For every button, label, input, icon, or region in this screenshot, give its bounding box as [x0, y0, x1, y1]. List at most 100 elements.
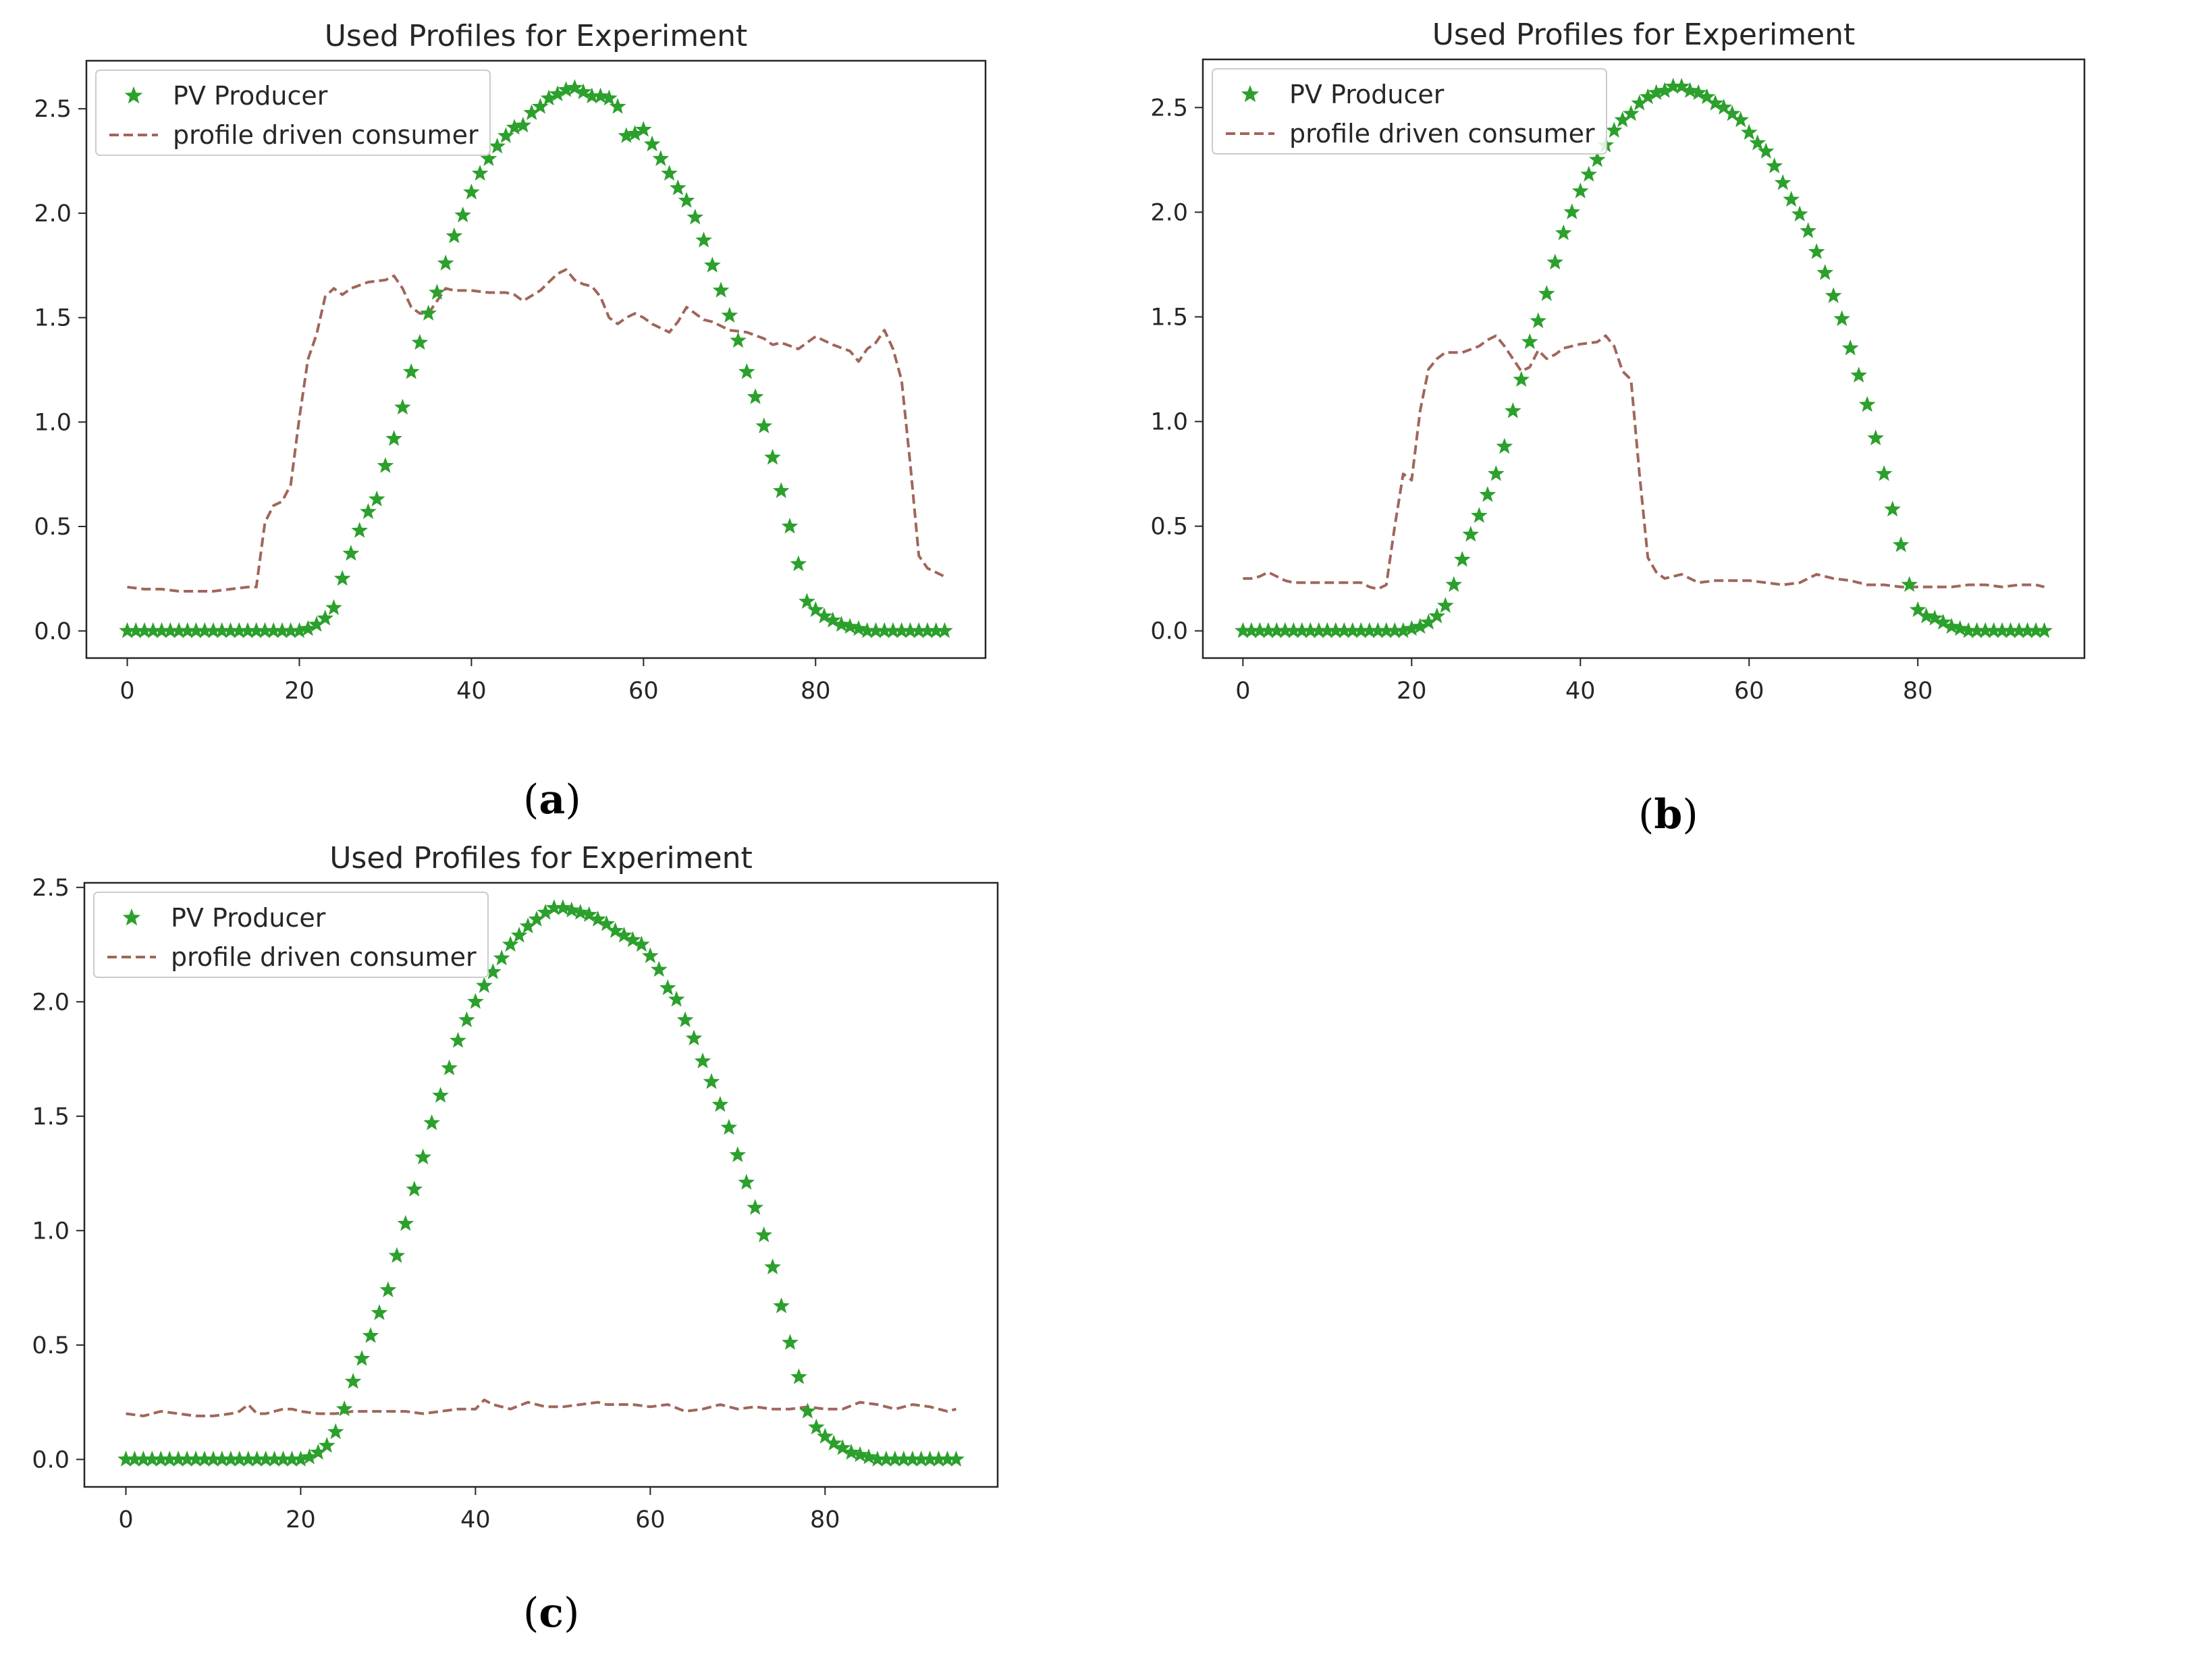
pv-point: [344, 1373, 362, 1389]
y-tick-label: 1.5: [32, 1104, 70, 1131]
pv-point: [886, 1450, 904, 1467]
pv-point: [1656, 82, 1673, 98]
y-tick-label: 1.5: [34, 305, 72, 332]
pv-point: [170, 622, 188, 638]
pv-point: [799, 593, 815, 609]
plot-frame: [85, 59, 987, 659]
pv-point: [117, 1450, 134, 1467]
pv-point: [816, 1427, 834, 1444]
pv-point: [230, 622, 248, 638]
y-tick-label: 2.0: [32, 989, 70, 1016]
pv-point: [169, 1450, 187, 1467]
pv-point: [1926, 609, 1943, 626]
pv-point: [824, 611, 842, 628]
x-tick-label: 60: [1734, 678, 1764, 705]
pv-point: [764, 448, 781, 465]
pv-point: [1808, 243, 1825, 259]
pv-point: [257, 622, 273, 638]
pv-point: [257, 1450, 274, 1467]
pv-point: [502, 935, 519, 952]
pv-point: [1715, 99, 1733, 115]
pv-point: [851, 1446, 869, 1463]
pv-point: [1235, 622, 1251, 638]
pv-point: [670, 179, 686, 196]
pv-point: [773, 1297, 790, 1313]
pv-point: [574, 83, 592, 99]
pv-series-markers: [119, 79, 953, 638]
pv-point: [528, 910, 545, 927]
pv-point: [368, 490, 385, 507]
pv-point: [833, 616, 850, 632]
pv-point: [1513, 371, 1530, 387]
pv-peak-marker: [566, 79, 583, 95]
pv-point: [1268, 622, 1285, 638]
pv-point: [904, 1450, 921, 1467]
legend-box: [1212, 68, 1607, 155]
pv-point: [936, 622, 953, 638]
pv-point: [1749, 134, 1766, 151]
x-tick-label: 20: [284, 678, 315, 705]
pv-point: [930, 1450, 947, 1467]
pv-point: [1428, 607, 1446, 624]
pv-point: [1706, 94, 1724, 111]
pv-point: [188, 622, 205, 638]
pv-point: [678, 192, 695, 208]
pv-point: [948, 1450, 965, 1467]
pv-point: [178, 1450, 196, 1467]
pv-point: [1698, 88, 1716, 105]
pv-point: [1285, 622, 1302, 638]
pv-point: [910, 622, 927, 638]
pv-point: [411, 333, 429, 350]
pv-point: [1960, 622, 1977, 638]
pv-point: [2036, 622, 2053, 638]
pv-point: [563, 901, 581, 918]
pv-point: [205, 622, 222, 638]
pv-point: [351, 522, 369, 538]
pv-point: [875, 622, 893, 638]
pv-point: [480, 150, 497, 166]
pv-point: [388, 1247, 406, 1263]
pv-point: [1985, 622, 2002, 638]
pv-point: [1530, 312, 1547, 329]
pv-point: [790, 555, 807, 572]
y-tick-label: 0.5: [1150, 514, 1188, 541]
pv-point: [764, 1258, 781, 1275]
pv-point: [1901, 576, 1918, 592]
pv-point: [1605, 121, 1623, 138]
pv-point: [161, 622, 179, 638]
pv-point: [1943, 618, 1960, 634]
y-tick-label: 0.5: [34, 514, 72, 541]
pv-point: [598, 915, 615, 931]
pv-point: [609, 98, 626, 114]
pv-point: [205, 1450, 222, 1467]
pv-point: [1327, 622, 1345, 638]
pv-point: [633, 935, 650, 952]
pv-point: [1386, 622, 1403, 638]
pv-point: [695, 232, 712, 248]
pv-point: [643, 135, 661, 152]
pv-point: [196, 622, 213, 638]
pv-point: [467, 993, 484, 1009]
pv-point: [815, 607, 833, 624]
pv-point: [1918, 607, 1935, 624]
pv-point: [1631, 94, 1648, 111]
pv-point: [1648, 84, 1665, 101]
x-tick-label: 80: [801, 678, 831, 705]
pv-point: [668, 990, 685, 1007]
pv-point: [650, 960, 668, 977]
pv-point: [1858, 396, 1876, 412]
pv-point: [782, 1334, 799, 1350]
consumer-series-line: [126, 1398, 957, 1417]
pv-point: [379, 1281, 397, 1297]
pv-point: [282, 622, 300, 638]
pv-point: [807, 601, 824, 618]
pv-point: [299, 620, 317, 636]
pv-point: [161, 1450, 178, 1467]
pv-point: [1395, 622, 1412, 638]
pv-point: [1833, 310, 1851, 327]
pv-point: [790, 1368, 807, 1384]
pv-peak-marker: [1673, 78, 1690, 94]
y-tick-label: 1.0: [32, 1218, 70, 1245]
pv-point: [275, 1450, 292, 1467]
pv-point: [841, 618, 859, 634]
